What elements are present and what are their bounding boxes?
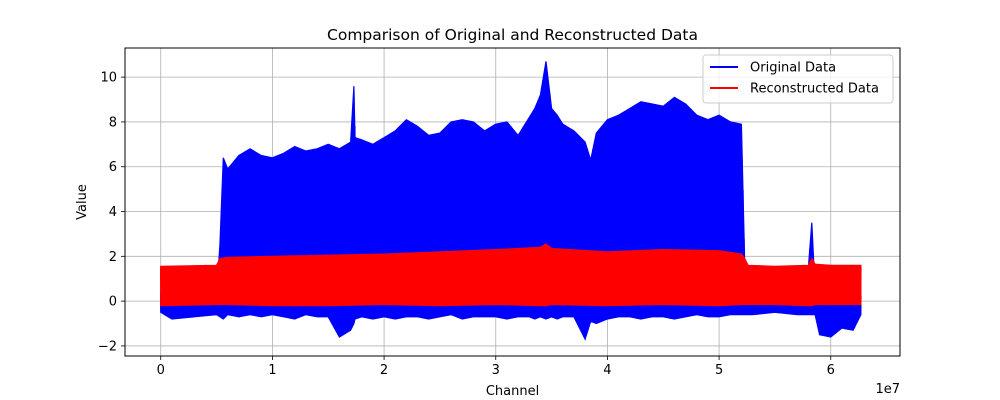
y-tick-label: −2: [98, 339, 117, 354]
plot-frame: [124, 47, 901, 357]
x-axis-offset-label: 1e7: [875, 382, 900, 397]
legend-box: [702, 54, 894, 104]
x-tick-label: 2: [380, 363, 388, 378]
y-axis-label: Value: [75, 184, 90, 220]
x-axis: 0 1 2 3 4 5 6: [157, 356, 835, 378]
series-band-1: [160, 243, 862, 307]
y-tick-label: 6: [109, 160, 117, 175]
x-tick-label: 4: [603, 363, 611, 378]
y-tick-label: 0: [109, 295, 117, 310]
y-tick-label: 2: [109, 250, 117, 265]
x-tick-label: 0: [157, 363, 165, 378]
x-tick-label: 3: [492, 363, 500, 378]
series-layer: [159, 61, 862, 341]
y-axis: −2 0 2 4 6 8 10: [98, 71, 125, 354]
x-tick-label: 6: [827, 363, 835, 378]
y-tick-label: 4: [109, 205, 117, 220]
chart-title: Comparison of Original and Reconstructed…: [327, 26, 698, 44]
legend-label-reconstructed: Reconstructed Data: [750, 82, 879, 97]
legend-label-original: Original Data: [750, 61, 836, 76]
y-tick-label: 8: [109, 115, 117, 130]
x-tick-label: 5: [715, 363, 723, 378]
x-tick-label: 1: [268, 363, 276, 378]
y-tick-label: 10: [100, 71, 117, 86]
legend: Original Data Reconstructed Data: [702, 54, 894, 104]
x-axis-label: Channel: [486, 384, 539, 399]
